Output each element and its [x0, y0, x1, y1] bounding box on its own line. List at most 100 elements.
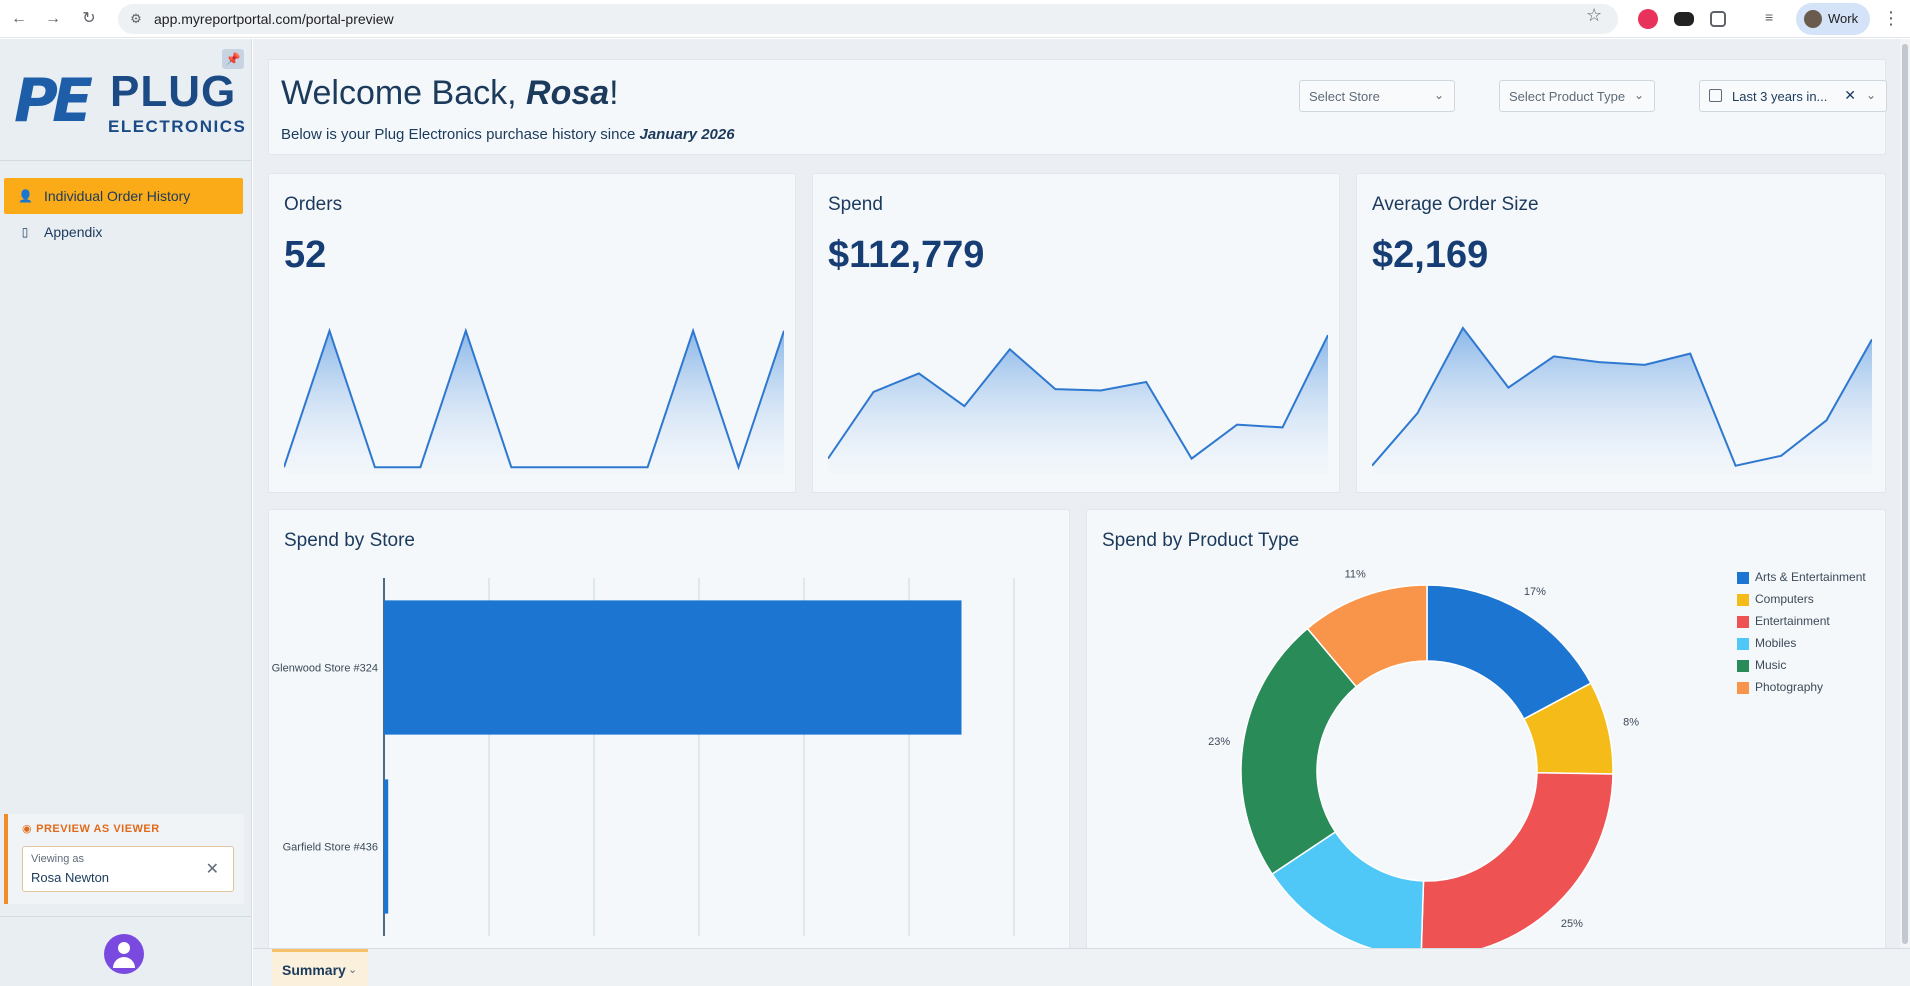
chevron-down-icon: ⌄: [348, 964, 358, 976]
donut-slice: [1240, 627, 1358, 876]
calendar-icon: [1709, 89, 1722, 102]
logo-mark: PE: [14, 66, 93, 136]
preview-as-viewer-panel: ◉ PREVIEW AS VIEWER Viewing as Rosa Newto…: [4, 814, 244, 904]
donut-slice: [1420, 771, 1614, 955]
spend-by-product-card: Spend by Product Type 17%8%25%15%23%11% …: [1086, 509, 1886, 986]
sparkline-spend: [828, 334, 1328, 474]
kpi-card-average-order-size: Average Order Size $2,169: [1356, 173, 1886, 493]
legend-label: Music: [1755, 658, 1787, 672]
store-select-placeholder: Select Store: [1309, 89, 1380, 104]
legend-swatch: [1737, 616, 1749, 628]
pin-icon[interactable]: 📌: [222, 49, 244, 69]
sparkline-orders: [284, 327, 784, 474]
store-select[interactable]: Select Store ⌄: [1299, 80, 1455, 112]
kpi-value: $112,779: [828, 234, 985, 276]
chevron-down-icon: ⌄: [1865, 88, 1876, 102]
scrollbar-thumb[interactable]: [1902, 44, 1908, 944]
logo-electronics-text: ELECTRONICS: [108, 117, 247, 136]
reload-icon[interactable]: ↻: [82, 10, 96, 27]
slice-label: 8%: [1623, 716, 1639, 728]
kpi-title: Orders: [284, 194, 343, 215]
bar: [384, 779, 389, 914]
extensions-puzzle-icon[interactable]: [1710, 11, 1726, 27]
browser-toolbar: ← → ↻ ⚙ app.myreportportal.com/portal-pr…: [0, 0, 1910, 38]
legend-label: Mobiles: [1755, 636, 1797, 650]
eye-icon: ◉: [22, 823, 33, 835]
subtitle-prefix: Below is your Plug Electronics purchase …: [281, 126, 640, 143]
viewing-as-name: Rosa Newton: [31, 870, 110, 885]
sidebar-item-individual-order-history[interactable]: 👤 Individual Order History: [4, 178, 243, 214]
sidebar-divider: [0, 916, 252, 917]
chevron-down-icon: ⌄: [1433, 88, 1444, 102]
plug-electronics-logo: PE PLUG ELECTRONICS: [14, 61, 245, 141]
kpi-value: $2,169: [1372, 234, 1489, 276]
media-control-icon[interactable]: ≡: [1765, 9, 1774, 25]
welcome-prefix: Welcome Back,: [281, 74, 527, 112]
kpi-card-spend: Spend $112,779: [812, 173, 1340, 493]
slice-label: 23%: [1208, 736, 1230, 748]
address-bar[interactable]: ⚙ app.myreportportal.com/portal-preview: [118, 4, 1618, 34]
legend-label: Computers: [1755, 592, 1814, 606]
extension-dark-icon[interactable]: [1674, 12, 1694, 26]
sidebar: PE PLUG ELECTRONICS 📌 👤 Individual Order…: [0, 39, 252, 986]
tab-summary[interactable]: Summary ⌄: [272, 949, 368, 986]
url-text[interactable]: app.myreportportal.com/portal-preview: [154, 11, 394, 27]
preview-heading-text: PREVIEW AS VIEWER: [36, 823, 160, 835]
legend-label: Arts & Entertainment: [1755, 570, 1866, 584]
sparkline-line: [828, 334, 1328, 461]
slice-label: 25%: [1561, 918, 1583, 930]
sidebar-item-appendix[interactable]: ▯ Appendix: [4, 214, 243, 250]
main-content: Welcome Back, Rosa! Below is your Plug E…: [253, 39, 1910, 986]
date-range-select[interactable]: Last 3 years in... ✕ ⌄: [1699, 80, 1887, 112]
book-icon: ▯: [21, 225, 29, 239]
avatar[interactable]: [104, 934, 144, 974]
sparkline-average-order-size: [1372, 326, 1872, 474]
sparkline-area: [828, 335, 1328, 474]
legend-swatch: [1737, 660, 1749, 672]
tab-summary-label: Summary: [282, 962, 346, 978]
kpi-title: Spend: [828, 194, 883, 215]
welcome-card: Welcome Back, Rosa! Below is your Plug E…: [268, 59, 1887, 155]
user-icon: 👤: [18, 189, 33, 203]
page-tabs-bar: Summary ⌄: [253, 948, 1910, 986]
chart-title: Spend by Store: [284, 530, 415, 551]
page-title: Welcome Back, Rosa!: [281, 74, 619, 113]
back-icon[interactable]: ←: [11, 10, 27, 27]
legend-swatch: [1737, 638, 1749, 650]
kpi-value: 52: [284, 234, 327, 276]
sparkline-line: [284, 327, 784, 471]
profile-label: Work: [1828, 11, 1859, 26]
welcome-suffix: !: [609, 74, 619, 112]
legend-swatch: [1737, 682, 1749, 694]
product-select-placeholder: Select Product Type: [1509, 89, 1626, 104]
kpi-title: Average Order Size: [1372, 194, 1539, 215]
viewing-as-label: Viewing as: [31, 853, 84, 865]
sidebar-item-label: Appendix: [44, 224, 103, 240]
viewing-as-card: Viewing as Rosa Newton ✕: [22, 846, 234, 892]
clear-icon[interactable]: ✕: [1844, 87, 1856, 103]
site-info-icon[interactable]: ⚙: [130, 11, 142, 26]
category-label: Glenwood Store #324: [272, 663, 378, 675]
page-subtitle: Below is your Plug Electronics purchase …: [281, 126, 735, 143]
bar: [384, 600, 962, 735]
logo-plug-text: PLUG: [110, 67, 237, 116]
chart-title: Spend by Product Type: [1102, 530, 1300, 551]
sidebar-item-label: Individual Order History: [44, 188, 191, 204]
extension-red-icon[interactable]: [1638, 9, 1658, 29]
close-icon[interactable]: ✕: [205, 861, 219, 878]
slice-label: 11%: [1345, 569, 1366, 581]
sidebar-divider: [0, 160, 252, 161]
legend-label: Photography: [1755, 680, 1824, 694]
legend-swatch: [1737, 572, 1749, 584]
chevron-down-icon: ⌄: [1633, 88, 1644, 102]
browser-menu-icon[interactable]: ⋮: [1882, 8, 1900, 28]
bookmark-star-icon[interactable]: ☆: [1586, 5, 1603, 25]
slice-label: 17%: [1524, 586, 1546, 598]
profile-avatar: [1804, 10, 1822, 28]
sparkline-line: [1372, 326, 1872, 467]
spend-by-store-chart: Glenwood Store #324 Garfield Store #436: [272, 578, 1015, 936]
forward-icon[interactable]: →: [45, 10, 61, 27]
preview-heading: ◉ PREVIEW AS VIEWER: [22, 822, 160, 835]
product-type-select[interactable]: Select Product Type ⌄: [1499, 80, 1655, 112]
profile-button[interactable]: Work: [1796, 3, 1870, 35]
